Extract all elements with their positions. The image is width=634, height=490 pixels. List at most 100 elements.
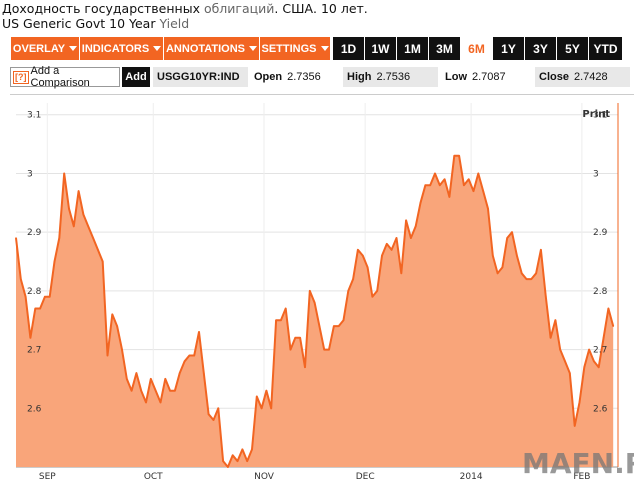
ticker-symbol: USGG10YR:IND [153, 67, 248, 87]
range-ytd-button[interactable]: YTD [589, 37, 622, 60]
data-point [289, 348, 292, 351]
y-tick-label-right: 2.8 [593, 287, 608, 297]
data-point [381, 254, 383, 257]
settings-menu-button[interactable]: SETTINGS [260, 37, 331, 60]
chevron-down-icon [153, 46, 162, 51]
data-point [501, 266, 504, 269]
data-point [270, 407, 273, 410]
range-1d-button[interactable]: 1D [333, 37, 364, 60]
indicators-menu-button[interactable]: INDICATORS [80, 37, 164, 60]
data-point [371, 295, 374, 298]
data-point [222, 460, 224, 462]
range-3y-button[interactable]: 3Y [525, 37, 556, 60]
data-point [304, 366, 306, 369]
data-point [217, 407, 220, 410]
y-tick-label-right: 3 [593, 169, 599, 179]
data-point [39, 307, 41, 310]
help-icon[interactable]: [?] [13, 70, 29, 84]
data-point [506, 237, 509, 239]
data-point [525, 278, 528, 280]
add-comparison-button[interactable]: Add [122, 67, 150, 87]
data-point [400, 272, 403, 275]
data-point [159, 401, 162, 404]
data-point [77, 190, 80, 192]
data-point [410, 237, 412, 239]
yield-chart[interactable]: 2.6 2.6 2.7 2.7 2.8 2.8 2.9 2.9 3 3 3.1 3.1 SEP OCT NO… [10, 94, 634, 485]
data-point [183, 360, 186, 363]
data-point [68, 207, 70, 210]
data-point [554, 319, 557, 321]
data-point [376, 290, 379, 292]
data-point [251, 448, 253, 451]
data-point [347, 290, 350, 292]
data-point [443, 178, 446, 181]
print-link[interactable]: Print [582, 109, 610, 120]
x-tick-label: 2014 [460, 472, 483, 482]
data-point [169, 389, 171, 392]
data-point [559, 348, 561, 351]
data-point [357, 249, 359, 251]
data-point [227, 466, 229, 468]
data-point [463, 184, 465, 186]
range-1w-button[interactable]: 1W [365, 37, 396, 60]
data-point [82, 213, 85, 216]
data-point [265, 389, 268, 392]
data-point [207, 413, 210, 416]
data-point [203, 372, 205, 374]
data-point [34, 307, 37, 310]
data-point [578, 401, 581, 404]
data-point [607, 307, 610, 310]
y-tick-label-right: 2.9 [593, 228, 608, 238]
data-point [414, 225, 417, 228]
data-point [260, 407, 263, 410]
data-point [467, 178, 470, 181]
range-1m-button[interactable]: 1M [397, 37, 428, 60]
data-point [150, 378, 152, 380]
data-point [564, 360, 566, 363]
range-6m-button[interactable]: 6M [461, 37, 492, 60]
data-point [178, 372, 181, 374]
chevron-down-icon [69, 46, 78, 51]
data-point [154, 389, 157, 392]
add-comparison-field[interactable]: [?] Add a Comparison [10, 65, 120, 89]
data-point [130, 389, 133, 392]
data-point [58, 237, 61, 239]
y-tick-label-right: 3.1 [593, 111, 607, 121]
data-point [424, 184, 427, 186]
data-point [337, 325, 340, 327]
data-point [545, 295, 547, 298]
data-point [48, 295, 51, 298]
x-tick-label: OCT [144, 472, 163, 482]
data-point [318, 325, 321, 327]
data-point [405, 219, 407, 222]
data-point [323, 348, 326, 351]
overlay-menu-button[interactable]: OVERLAY [11, 37, 80, 60]
data-point [236, 460, 239, 462]
time-range-selector: 1D 1W 1M 3M 6M 1Y 3Y 5Y YTD [333, 37, 622, 60]
data-point [309, 290, 311, 292]
data-point [366, 266, 369, 269]
x-tick-label: SEP [39, 472, 56, 482]
data-point [140, 389, 142, 392]
y-tick-label-left: 2.9 [27, 228, 42, 238]
data-point [429, 184, 432, 186]
range-5y-button[interactable]: 5Y [557, 37, 588, 60]
data-point [573, 425, 576, 427]
data-point [73, 225, 75, 228]
data-point [482, 190, 485, 192]
data-point [520, 272, 523, 275]
data-point [145, 401, 147, 404]
data-point [284, 307, 287, 310]
chart-canvas: 2.6 2.6 2.7 2.7 2.8 2.8 2.9 2.9 3 3 3.1 3.1 SEP OCT NO… [15, 103, 634, 482]
range-3m-button[interactable]: 3M [429, 37, 460, 60]
data-point [164, 378, 167, 380]
data-point [352, 278, 354, 280]
data-point [97, 249, 99, 251]
data-point [256, 395, 258, 398]
data-point [174, 389, 176, 392]
data-point [390, 249, 393, 251]
data-point [275, 319, 277, 321]
data-point [188, 354, 191, 357]
range-1y-button[interactable]: 1Y [493, 37, 524, 60]
annotations-menu-button[interactable]: ANNOTATIONS [164, 37, 260, 60]
